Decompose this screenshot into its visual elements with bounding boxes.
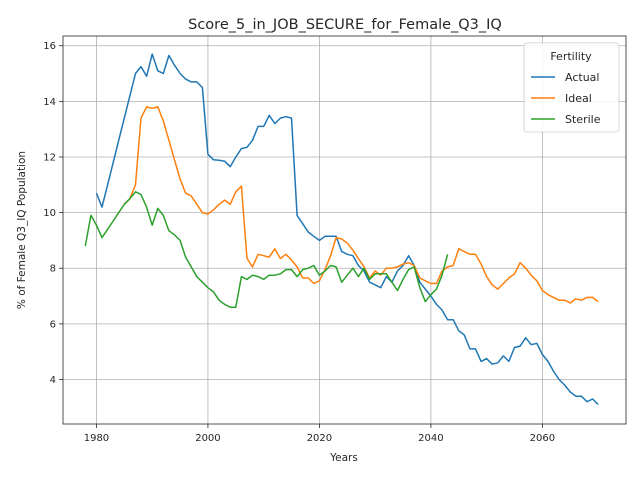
legend-label-actual: Actual xyxy=(565,71,599,84)
x-tick-label: 2060 xyxy=(530,433,555,444)
series-line-actual xyxy=(95,53,599,406)
y-tick-label: 8 xyxy=(50,264,56,275)
legend-label-sterile: Sterile xyxy=(565,113,601,126)
chart-title: Score_5_in_JOB_SECURE_for_Female_Q3_IQ xyxy=(188,17,502,33)
legend: Fertility Actual Ideal Sterile xyxy=(523,42,620,133)
x-axis-label: Years xyxy=(329,452,358,464)
legend-box xyxy=(523,42,620,133)
y-tick-label: 12 xyxy=(43,152,56,163)
legend-label-ideal: Ideal xyxy=(565,92,592,105)
y-tick-label: 14 xyxy=(43,97,56,108)
series-line-ideal xyxy=(123,106,599,304)
y-tick-label: 6 xyxy=(50,319,56,330)
series-line-sterile xyxy=(84,191,449,308)
legend-title: Fertility xyxy=(550,50,592,63)
y-tick-label: 16 xyxy=(43,41,56,52)
y-axis-ticks: 4 6 8 10 12 14 16 xyxy=(43,41,63,386)
x-axis-ticks: 1980 2000 2020 2040 2060 xyxy=(84,424,555,444)
series-lines xyxy=(84,53,599,406)
y-tick-label: 4 xyxy=(50,375,56,386)
x-tick-label: 2000 xyxy=(195,433,220,444)
plot-frame xyxy=(62,35,627,425)
y-tick-label: 10 xyxy=(43,208,56,219)
y-axis-label: % of Female Q3_IQ Population xyxy=(16,151,28,309)
x-tick-label: 1980 xyxy=(84,433,109,444)
x-tick-label: 2040 xyxy=(418,433,443,444)
x-tick-label: 2020 xyxy=(307,433,332,444)
